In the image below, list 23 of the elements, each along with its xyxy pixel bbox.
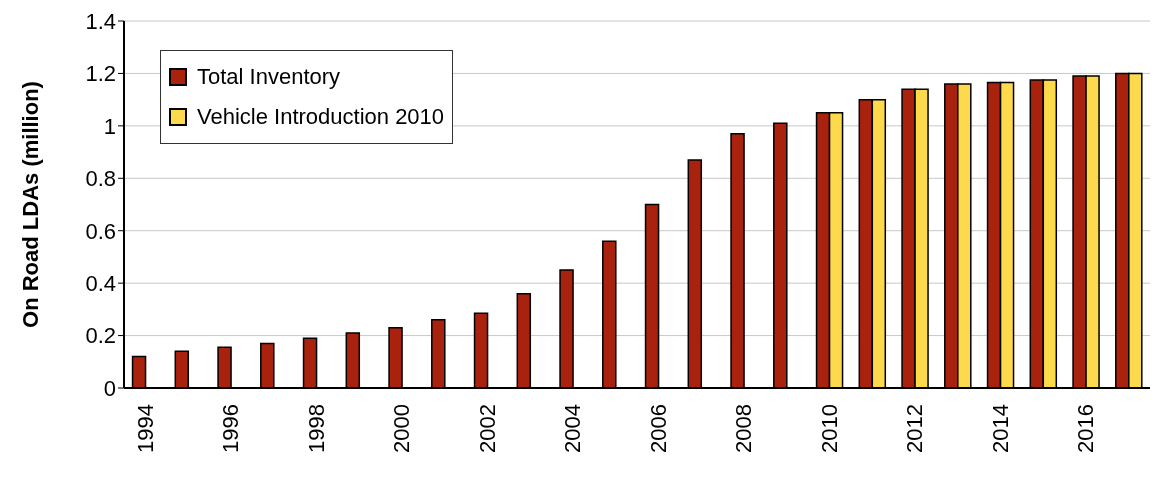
legend-label: Vehicle Introduction 2010 <box>197 103 445 131</box>
x-tick-label: 2002 <box>474 404 500 453</box>
legend-label: Total Inventory <box>197 63 341 91</box>
y-tick-label: 0.2 <box>85 323 116 349</box>
y-tick-label: 0.4 <box>85 270 116 296</box>
y-tick-label: 1 <box>103 113 116 139</box>
y-tick-label: 0 <box>103 375 116 401</box>
x-tick-label: 2006 <box>645 404 671 453</box>
x-tick-label: 1996 <box>218 404 244 453</box>
x-tick-label: 2016 <box>1073 404 1099 453</box>
x-tick-label: 1998 <box>303 404 329 453</box>
x-tick-label: 1994 <box>132 404 158 453</box>
y-tick-label: 1.2 <box>85 61 116 87</box>
x-tick-label: 2004 <box>560 404 586 453</box>
y-axis-title: On Road LDAs (million) <box>17 81 43 328</box>
y-tick-label: 0.6 <box>85 218 116 244</box>
x-tick-label: 2012 <box>902 404 928 453</box>
y-tick-label: 0.8 <box>85 166 116 192</box>
x-tick-label: 2000 <box>389 404 415 453</box>
x-tick-label: 2008 <box>731 404 757 453</box>
x-tick-label: 2014 <box>987 404 1013 453</box>
y-tick-label: 1.4 <box>85 8 116 34</box>
x-tick-label: 2010 <box>816 404 842 453</box>
